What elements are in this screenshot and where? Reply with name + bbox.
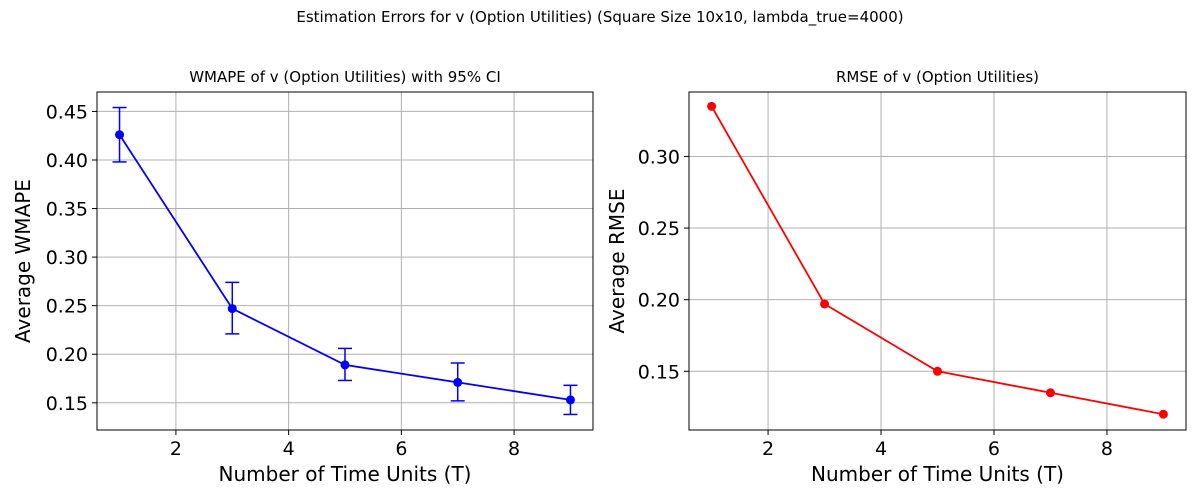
y-tick-label: 0.25 [46, 296, 88, 318]
plot-frame [96, 91, 594, 431]
x-tick-label: 4 [875, 438, 887, 460]
data-point [820, 299, 830, 309]
rmse-chart: RMSE of v (Option Utilities) 2 4 6 8 0.15 0.20… [605, 68, 1187, 486]
y-axis-label: Average RMSE [605, 189, 629, 334]
x-tick-label: 2 [762, 438, 774, 460]
y-tick-label: 0.25 [638, 218, 680, 240]
figure-suptitle: Estimation Errors for v (Option Utilitie… [296, 8, 903, 27]
data-point [340, 360, 350, 370]
data-point [1158, 409, 1168, 419]
x-tick-label: 4 [283, 438, 295, 460]
plot-frame [688, 91, 1187, 431]
x-tick-label: 6 [988, 438, 1000, 460]
y-tick-label: 0.20 [46, 344, 88, 366]
x-axis-label: Number of Time Units (T) [811, 462, 1064, 486]
y-tick-label: 0.45 [46, 101, 88, 123]
y-tick-label: 0.40 [46, 150, 88, 172]
y-axis-label: Average WMAPE [11, 179, 35, 343]
x-axis-label: Number of Time Units (T) [219, 462, 472, 486]
chart-title: RMSE of v (Option Utilities) [836, 68, 1039, 86]
x-tick-label: 8 [508, 438, 520, 460]
y-tick-label: 0.15 [638, 361, 680, 383]
chart-title: WMAPE of v (Option Utilities) with 95% C… [189, 68, 501, 86]
y-tick-label: 0.30 [46, 247, 88, 269]
data-point [565, 395, 575, 405]
data-point [1045, 388, 1055, 398]
data-point [453, 377, 463, 387]
data-point [933, 366, 942, 376]
x-tick-label: 2 [170, 438, 182, 460]
wmape-chart: WMAPE of v (Option Utilities) with 95% C… [11, 68, 594, 486]
y-tick-label: 0.35 [46, 199, 88, 221]
x-tick-label: 6 [395, 438, 407, 460]
data-point [227, 304, 237, 314]
y-tick-label: 0.20 [638, 290, 680, 312]
data-point [115, 130, 125, 140]
y-tick-label: 0.15 [46, 393, 88, 415]
x-tick-label: 8 [1101, 438, 1113, 460]
data-point [707, 101, 717, 111]
y-tick-label: 0.30 [638, 146, 680, 168]
